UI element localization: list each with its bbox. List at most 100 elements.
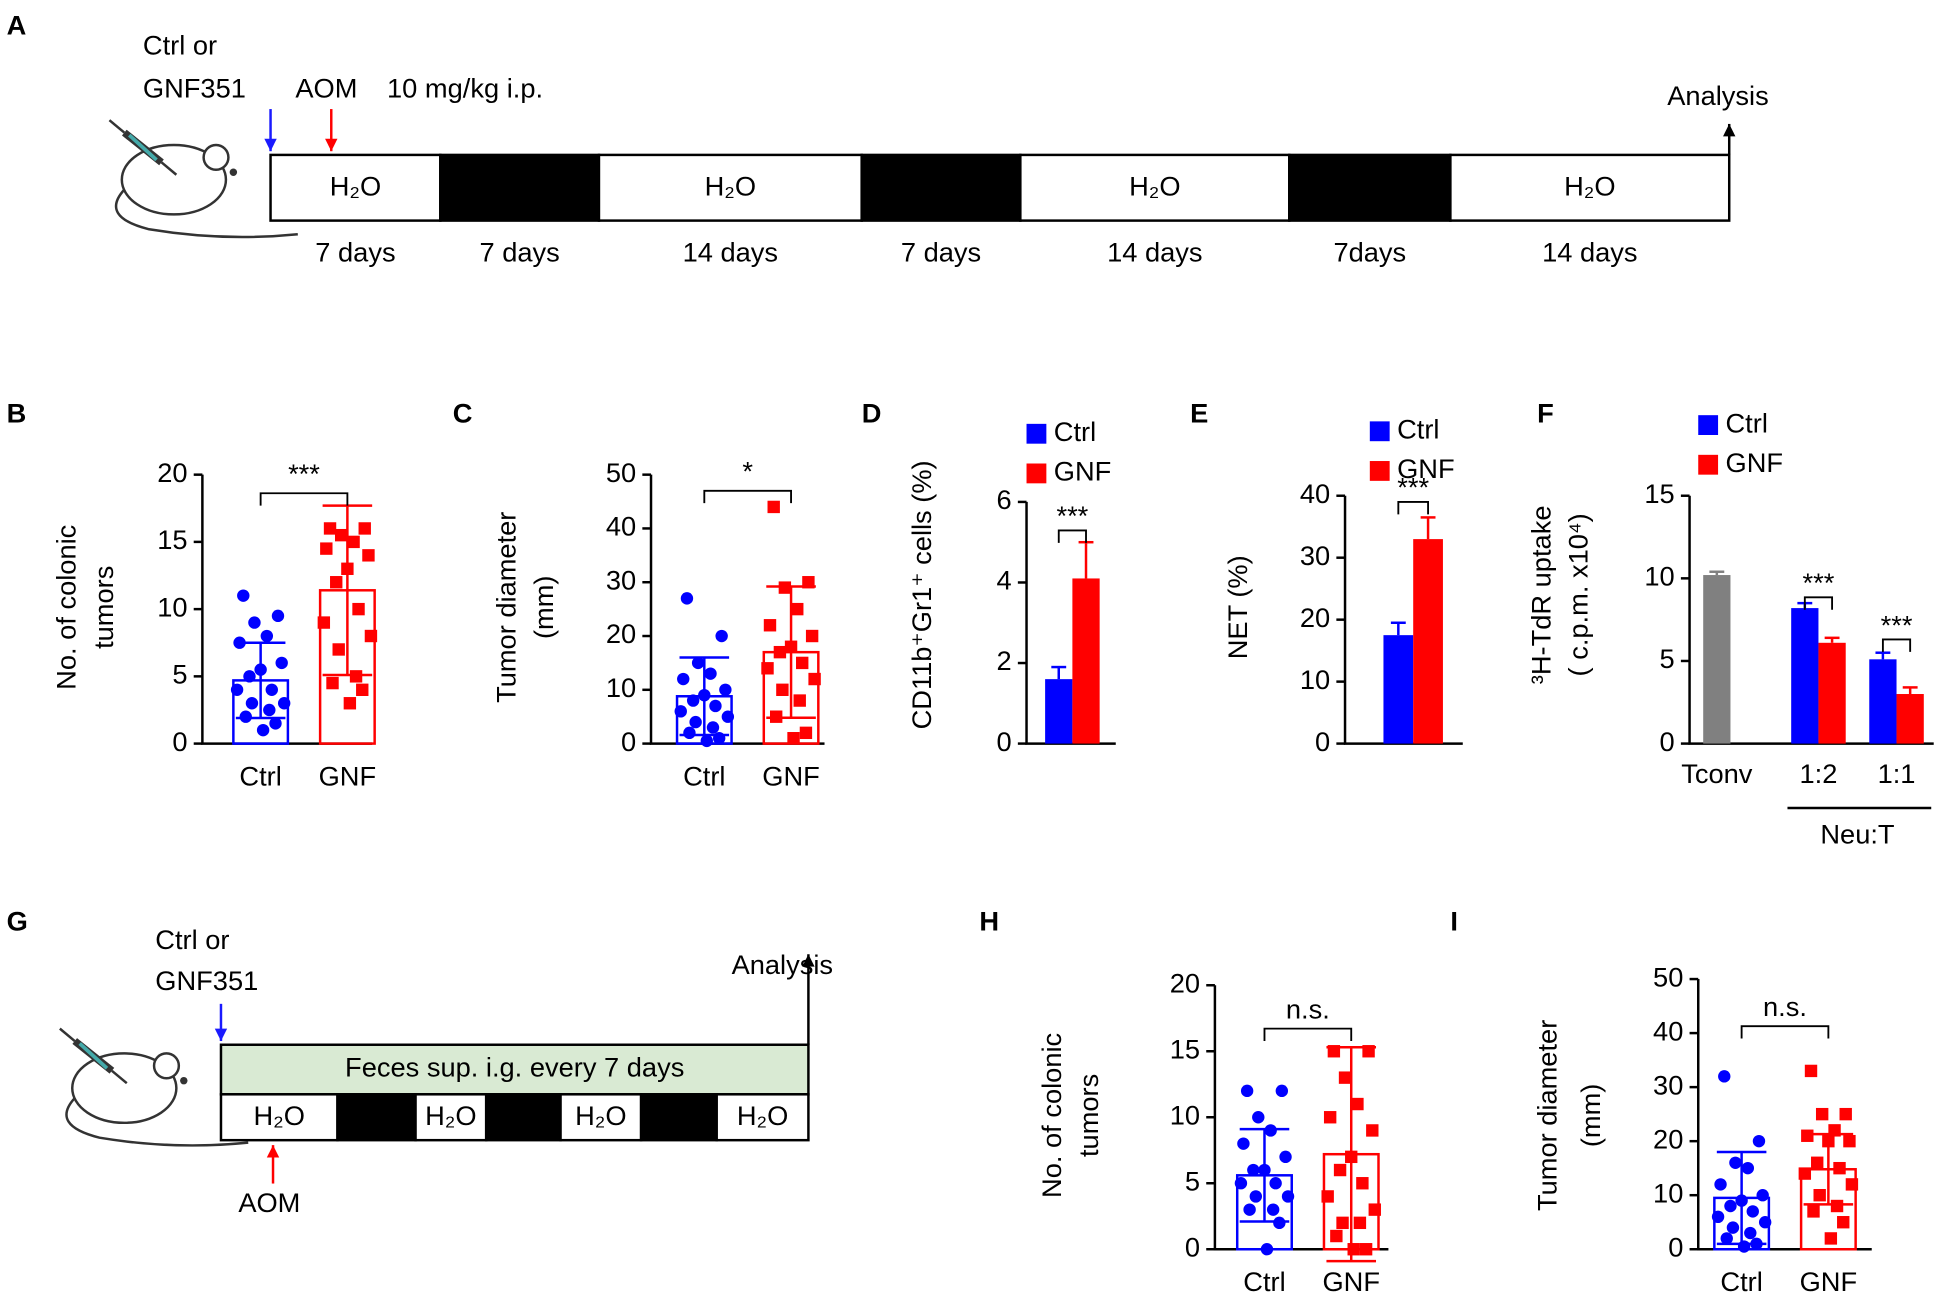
segment-label: H₂O xyxy=(1129,171,1180,202)
segment-label: DSS xyxy=(651,1100,707,1131)
data-point xyxy=(269,717,282,730)
data-point xyxy=(263,703,276,717)
legend-label: GNF xyxy=(1726,447,1784,478)
significance-label: n.s. xyxy=(1763,991,1807,1022)
feces-bar xyxy=(219,1043,810,1096)
significance-label: *** xyxy=(1803,567,1835,598)
y-tick-label: 5 xyxy=(1185,1165,1200,1196)
y-axis-label: Tumor diameter xyxy=(1532,1020,1563,1211)
y-tick-label: 20 xyxy=(1300,602,1330,633)
data-point xyxy=(1744,1226,1757,1240)
panel-letter: I xyxy=(1450,905,1458,936)
legend-swatch xyxy=(1369,421,1390,442)
data-point xyxy=(1338,1071,1352,1084)
y-tick-label: 2 xyxy=(997,645,1012,676)
y-tick-label: 15 xyxy=(157,524,187,555)
segment-label: DSS xyxy=(348,1100,404,1131)
y-tick-label: 5 xyxy=(172,659,187,690)
duration-label: 7 days xyxy=(901,236,981,267)
data-point xyxy=(1746,1205,1759,1218)
data-point xyxy=(1813,1189,1826,1202)
panel-letter: D xyxy=(862,397,882,428)
timeline-segment xyxy=(1288,153,1452,222)
data-point xyxy=(1718,1070,1731,1083)
significance-label: *** xyxy=(1881,609,1913,640)
y-tick-label: 15 xyxy=(1644,478,1674,509)
bar xyxy=(1383,635,1414,744)
data-point xyxy=(1735,1194,1748,1207)
data-point xyxy=(796,656,809,670)
data-point xyxy=(787,732,800,745)
legend-swatch xyxy=(1026,423,1047,444)
timeline-segment xyxy=(860,153,1022,222)
segment-label: DSS xyxy=(495,1100,551,1131)
significance-bracket xyxy=(1881,638,1912,652)
data-point xyxy=(1726,1221,1740,1234)
endpoint-label: Analysis xyxy=(1667,80,1768,111)
x-tick-label: 1:1 xyxy=(1878,758,1916,789)
y-tick-label: 0 xyxy=(621,726,636,757)
y-tick-label: 20 xyxy=(1653,1123,1683,1154)
segment-label: H₂O xyxy=(705,171,756,202)
data-point xyxy=(1758,1216,1772,1229)
x-tick-label: GNF xyxy=(1322,1266,1380,1297)
x-tick-label: Ctrl xyxy=(1243,1266,1285,1297)
data-point xyxy=(364,629,378,643)
data-point xyxy=(791,602,804,616)
data-point xyxy=(802,576,815,589)
arrow-head xyxy=(802,954,815,967)
y-tick-label: 50 xyxy=(606,457,636,488)
data-point xyxy=(1359,1243,1373,1256)
x-tick-label: 1:2 xyxy=(1800,758,1838,789)
data-point xyxy=(784,640,798,653)
timeline-segment xyxy=(336,1093,417,1142)
data-point xyxy=(712,732,726,745)
data-point xyxy=(277,697,291,710)
data-point xyxy=(1815,1107,1829,1121)
y-tick-label: 40 xyxy=(1300,478,1330,509)
segment-label: DSS xyxy=(913,171,969,202)
data-point xyxy=(1843,1134,1856,1148)
segment-label: H₂O xyxy=(253,1100,304,1131)
data-point xyxy=(1824,1232,1838,1245)
x-tick-label: Ctrl xyxy=(1720,1266,1762,1297)
y-tick-label: 10 xyxy=(1653,1177,1683,1208)
data-point xyxy=(793,694,806,707)
data-point xyxy=(1366,1124,1379,1137)
data-point xyxy=(1252,1111,1265,1124)
data-point xyxy=(248,616,261,629)
data-point xyxy=(1724,1199,1737,1213)
y-axis-label: Tumor diameter xyxy=(491,512,522,703)
data-point xyxy=(677,672,690,686)
x-tick-label: GNF xyxy=(319,760,377,791)
duration-label: 7 days xyxy=(315,236,395,267)
data-point xyxy=(1741,1161,1755,1175)
data-point xyxy=(349,670,363,683)
data-point xyxy=(1353,1216,1367,1230)
data-point xyxy=(686,694,700,707)
significance-bracket xyxy=(259,492,349,506)
data-point xyxy=(1356,1177,1369,1190)
data-point xyxy=(805,629,819,643)
data-point xyxy=(1801,1129,1814,1142)
data-point xyxy=(1368,1203,1381,1216)
feces-label: Feces sup. i.g. every 7 days xyxy=(345,1052,684,1083)
data-point xyxy=(1330,1229,1343,1243)
duration-label: 7 days xyxy=(480,236,560,267)
data-point xyxy=(1327,1045,1341,1058)
data-point xyxy=(271,609,285,623)
segment-label: H₂O xyxy=(737,1100,788,1131)
arrow-head xyxy=(1723,123,1736,137)
data-point xyxy=(1351,1097,1364,1111)
treatment-label: GNF351 xyxy=(143,73,246,104)
y-tick-label: 10 xyxy=(606,672,636,703)
legend-swatch xyxy=(1369,461,1390,481)
y-tick-label: 30 xyxy=(606,564,636,595)
bar xyxy=(1703,575,1731,744)
arrow-head xyxy=(264,138,277,152)
y-tick-label: 6 xyxy=(997,484,1012,515)
duration-label: 7days xyxy=(1333,236,1406,267)
legend-label: GNF xyxy=(1397,453,1455,484)
bar xyxy=(1869,659,1897,744)
data-point xyxy=(1711,1210,1725,1224)
